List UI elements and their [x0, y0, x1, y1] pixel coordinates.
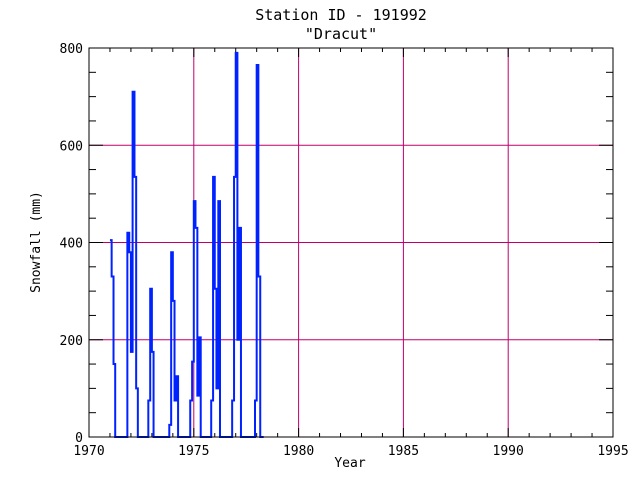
x-tick-label: 1990 — [493, 444, 524, 459]
x-tick-label: 1995 — [597, 444, 628, 459]
tick-labels: 1970 1975 1980 1985 1990 1995 0 200 400 600 800 — [60, 42, 629, 459]
y-tick-label: 600 — [60, 139, 83, 154]
y-tick-label: 200 — [60, 334, 83, 349]
x-tick-label: 1975 — [178, 444, 209, 459]
x-axis-label: Year — [334, 456, 365, 471]
y-tick-label: 0 — [75, 431, 83, 446]
series-layer — [109, 51, 264, 438]
x-tick-label: 1980 — [283, 444, 314, 459]
y-tick-label: 800 — [60, 42, 83, 57]
x-tick-label: 1970 — [73, 444, 104, 459]
chart-title: Station ID - 191992 — [255, 6, 427, 24]
snowfall-series-line — [109, 51, 264, 438]
axis-ticks — [88, 47, 614, 438]
grid-lines — [89, 48, 613, 437]
y-axis-label: Snowfall (mm) — [29, 191, 44, 293]
x-tick-label: 1985 — [388, 444, 419, 459]
y-tick-label: 400 — [60, 237, 83, 252]
chart-subtitle: "Dracut" — [305, 25, 377, 43]
